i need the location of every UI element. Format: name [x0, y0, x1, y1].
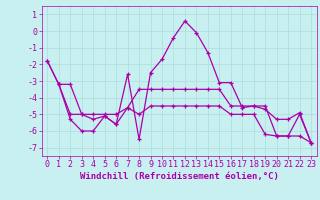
X-axis label: Windchill (Refroidissement éolien,°C): Windchill (Refroidissement éolien,°C) [80, 172, 279, 181]
